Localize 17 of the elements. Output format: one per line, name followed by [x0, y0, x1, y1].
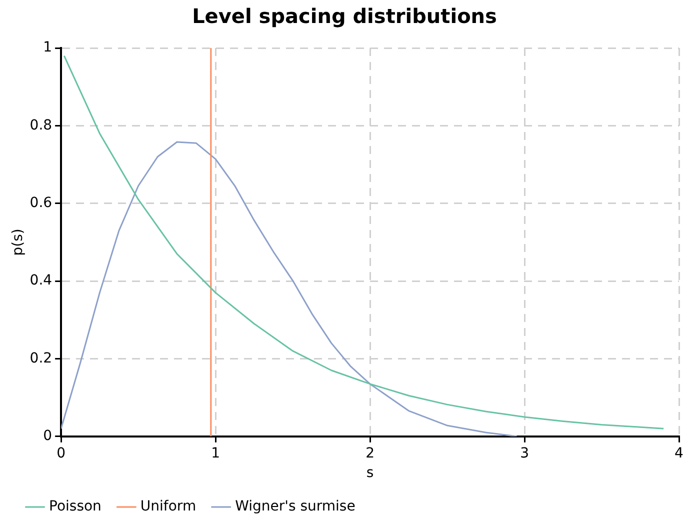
- y-tick-label: 0.8: [30, 117, 52, 134]
- x-tick-label: 3: [520, 445, 529, 462]
- x-tick-label: 4: [674, 445, 684, 462]
- y-axis-title: p(s): [10, 228, 26, 256]
- y-tick-label: 0.4: [30, 272, 52, 289]
- legend-label: Wigner's surmise: [235, 498, 356, 515]
- x-axis-title: s: [366, 465, 374, 482]
- y-tick-label: 1: [43, 40, 52, 56]
- y-tick-label: 0.2: [30, 350, 52, 366]
- x-tick-label: 1: [211, 445, 220, 462]
- y-tick-label: 0.6: [30, 195, 52, 211]
- x-tick-label: 0: [56, 445, 66, 462]
- legend-label: Uniform: [140, 498, 196, 515]
- chart-title: Level spacing distributions: [192, 4, 497, 28]
- legend-label: Poisson: [49, 498, 102, 515]
- y-tick-label: 0: [43, 428, 52, 444]
- x-tick-label: 2: [366, 445, 374, 462]
